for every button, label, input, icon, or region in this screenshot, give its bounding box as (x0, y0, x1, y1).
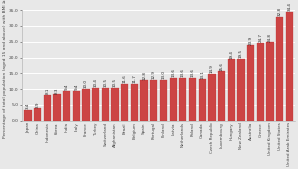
Text: 19.5: 19.5 (239, 50, 243, 58)
Text: 3.4: 3.4 (26, 103, 30, 109)
Text: 32.8: 32.8 (278, 7, 282, 17)
Text: 8.1: 8.1 (45, 88, 49, 94)
Bar (24, 110, 32, 121)
Bar (53, 94, 60, 121)
Text: 19.4: 19.4 (229, 50, 233, 59)
Bar (160, 80, 167, 121)
Bar (111, 88, 119, 121)
Bar (170, 78, 177, 121)
Bar (228, 59, 235, 121)
Text: 11.6: 11.6 (123, 75, 127, 83)
Bar (92, 88, 99, 121)
Text: 9.4: 9.4 (65, 84, 69, 90)
Bar (286, 12, 293, 121)
Text: 15.6: 15.6 (220, 62, 224, 71)
Text: 23.9: 23.9 (249, 35, 253, 45)
Y-axis label: Percentage of total population (aged 15 and above) with BMI ≥ 30: Percentage of total population (aged 15 … (3, 0, 7, 138)
Bar (63, 91, 70, 121)
Bar (208, 74, 215, 121)
Bar (140, 80, 148, 121)
Bar (266, 42, 274, 121)
Bar (257, 43, 264, 121)
Bar (276, 17, 283, 121)
Text: 24.7: 24.7 (258, 33, 262, 42)
Text: 8.3: 8.3 (55, 87, 59, 94)
Text: 12.9: 12.9 (152, 70, 156, 79)
Bar (218, 71, 225, 121)
Bar (121, 84, 128, 121)
Text: 13.6: 13.6 (181, 68, 185, 77)
Bar (150, 80, 157, 121)
Text: 13.6: 13.6 (190, 68, 195, 77)
Text: 34.4: 34.4 (287, 3, 291, 11)
Text: 13.0: 13.0 (162, 70, 165, 79)
Text: 3.9: 3.9 (35, 101, 40, 108)
Bar (179, 78, 187, 121)
Text: 14.9: 14.9 (210, 64, 214, 73)
Text: 12.8: 12.8 (142, 71, 146, 80)
Text: 10.4: 10.4 (94, 78, 98, 87)
Text: 24.8: 24.8 (268, 33, 272, 42)
Text: 10.0: 10.0 (84, 79, 88, 89)
Bar (34, 108, 41, 121)
Text: 10.5: 10.5 (113, 78, 117, 87)
Bar (189, 78, 196, 121)
Text: 13.1: 13.1 (200, 70, 204, 79)
Bar (73, 91, 80, 121)
Bar (131, 84, 138, 121)
Text: 13.6: 13.6 (171, 68, 175, 77)
Bar (102, 88, 109, 121)
Text: 10.5: 10.5 (103, 78, 107, 87)
Bar (247, 45, 254, 121)
Bar (198, 79, 206, 121)
Bar (44, 95, 51, 121)
Text: 9.4: 9.4 (74, 84, 78, 90)
Text: 11.7: 11.7 (132, 74, 136, 83)
Bar (82, 89, 90, 121)
Bar (237, 59, 245, 121)
